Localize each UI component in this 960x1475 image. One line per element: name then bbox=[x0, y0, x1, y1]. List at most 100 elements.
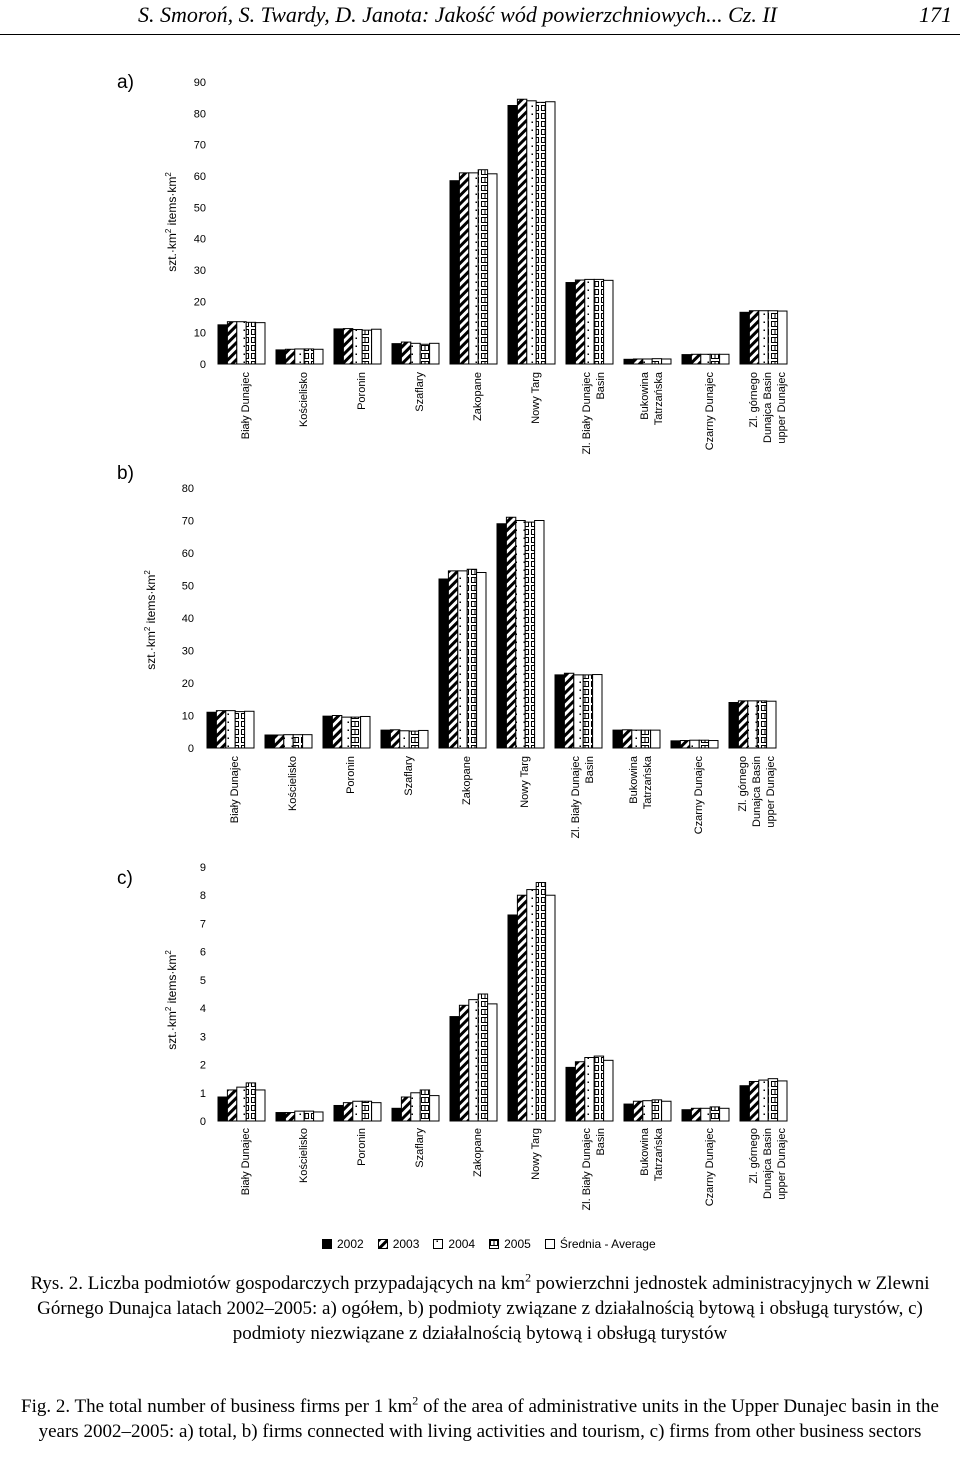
bar-average bbox=[487, 173, 498, 365]
chart-c-other: 0 1 2 3 4 5 6 7 8 9 szt.·km2 items·km2 Biały Dunaje… bbox=[164, 862, 788, 1211]
bar-2003 bbox=[748, 310, 760, 365]
bar-2002 bbox=[264, 734, 275, 749]
bar-2003 bbox=[215, 710, 227, 749]
bar-average bbox=[360, 715, 371, 749]
bar-2003 bbox=[516, 98, 528, 365]
y-tick-label: 9 bbox=[200, 862, 206, 874]
x-tick-label: Zakopane bbox=[472, 1128, 484, 1177]
bar-2005 bbox=[593, 278, 605, 365]
bar-average bbox=[487, 1003, 498, 1122]
bar-2005 bbox=[292, 734, 304, 749]
bar-2003 bbox=[563, 672, 575, 749]
bar-2003 bbox=[690, 353, 702, 365]
bar-2003 bbox=[400, 341, 412, 365]
x-tick-label: Zl. Biały Dunajec Basin bbox=[581, 1128, 607, 1211]
bar-2004 bbox=[526, 100, 537, 365]
bar-2005 bbox=[767, 310, 779, 365]
bar-2005 bbox=[350, 716, 362, 749]
x-tick-label: Bukowina Tatrzańska bbox=[628, 755, 654, 809]
y-tick-label: 10 bbox=[194, 328, 206, 340]
y-tick-label: 70 bbox=[182, 516, 194, 528]
bar-2005 bbox=[582, 674, 594, 749]
bar-2003 bbox=[690, 1107, 702, 1122]
bar-2004 bbox=[700, 1107, 711, 1122]
y-tick-label: 2 bbox=[200, 1060, 206, 1072]
y-tick-label: 30 bbox=[182, 646, 194, 658]
legend-swatch bbox=[377, 1239, 388, 1249]
bar-2003 bbox=[632, 358, 644, 365]
bar-2003 bbox=[737, 700, 749, 749]
bar-2004 bbox=[631, 729, 642, 749]
bar-2003 bbox=[505, 516, 517, 749]
bar-2003 bbox=[748, 1080, 760, 1122]
bar-2004 bbox=[225, 710, 236, 749]
bar-2005 bbox=[477, 169, 489, 365]
bar-average bbox=[255, 322, 266, 365]
bar-2002 bbox=[206, 711, 217, 749]
bar-2004 bbox=[573, 674, 584, 749]
bar-2004 bbox=[584, 1057, 595, 1122]
bar-2003 bbox=[342, 328, 354, 365]
bar-2003 bbox=[342, 1102, 354, 1122]
bar-2005 bbox=[593, 1055, 605, 1122]
bar-2004 bbox=[341, 716, 352, 749]
x-tick-label: Biały Dunajec bbox=[229, 756, 241, 824]
x-tick-label: Szaflary bbox=[403, 756, 415, 796]
bar-2004 bbox=[236, 1086, 247, 1122]
bar-2003 bbox=[284, 1112, 296, 1122]
y-tick-label: 6 bbox=[200, 947, 206, 959]
bar-average bbox=[429, 1095, 440, 1122]
bar-2003 bbox=[632, 1100, 644, 1122]
bar-2004 bbox=[526, 889, 537, 1122]
bar-2003 bbox=[574, 1061, 586, 1122]
figure-caption-polish: Rys. 2. Liczba podmiotów gospodarczych p… bbox=[30, 1270, 930, 1344]
bar-2002 bbox=[275, 1112, 286, 1122]
bar-2002 bbox=[681, 1109, 692, 1122]
bar-2003 bbox=[679, 740, 691, 749]
bar-average bbox=[418, 729, 429, 749]
bar-2004 bbox=[352, 329, 363, 365]
y-axis-label: szt.·km2 items·km2 bbox=[164, 172, 179, 272]
bar-2005 bbox=[709, 353, 721, 365]
y-tick-label: 0 bbox=[188, 743, 194, 755]
bar-2004 bbox=[294, 348, 305, 365]
y-tick-label: 70 bbox=[194, 140, 206, 152]
bar-average bbox=[650, 729, 661, 749]
y-tick-label: 5 bbox=[200, 975, 206, 987]
bar-2002 bbox=[333, 1104, 344, 1122]
y-tick-label: 80 bbox=[182, 483, 194, 495]
x-tick-label: Poronin bbox=[345, 756, 357, 794]
bar-2003 bbox=[458, 1004, 470, 1122]
y-axis-label: szt.·km2 items·km2 bbox=[143, 570, 158, 670]
bar-2005 bbox=[303, 1110, 315, 1122]
x-tick-label: Zakopane bbox=[472, 372, 484, 421]
x-tick-label: Zl. Biały Dunajec Basin bbox=[570, 756, 596, 839]
bar-2005 bbox=[651, 1099, 663, 1122]
bar-2002 bbox=[449, 180, 460, 365]
panel-label-a: a) bbox=[117, 72, 134, 93]
x-tick-label: Czarny Dunajec bbox=[704, 372, 716, 451]
bar-2002 bbox=[623, 358, 634, 365]
bar-average bbox=[545, 894, 556, 1122]
bar-2005 bbox=[361, 329, 373, 365]
y-tick-label: 60 bbox=[194, 171, 206, 183]
bar-2005 bbox=[234, 711, 246, 749]
x-tick-label: Poronin bbox=[356, 1128, 368, 1166]
y-tick-label: 20 bbox=[182, 678, 194, 690]
bar-2002 bbox=[565, 282, 576, 365]
bar-2002 bbox=[739, 311, 750, 365]
bar-2002 bbox=[496, 523, 507, 749]
bar-2004 bbox=[294, 1110, 305, 1122]
y-tick-label: 60 bbox=[182, 548, 194, 560]
bar-2005 bbox=[408, 730, 420, 749]
bar-average bbox=[777, 1080, 788, 1122]
bar-2005 bbox=[419, 343, 431, 365]
bar-average bbox=[708, 740, 719, 749]
x-tick-label: Czarny Dunajec bbox=[704, 1128, 716, 1207]
x-tick-label: Kościelisko bbox=[287, 756, 299, 811]
legend-item-average: Średnia - Average bbox=[544, 1237, 656, 1251]
x-tick-label: Nowy Targ bbox=[530, 372, 542, 424]
bar-2002 bbox=[449, 1016, 460, 1122]
bar-2004 bbox=[584, 278, 595, 365]
